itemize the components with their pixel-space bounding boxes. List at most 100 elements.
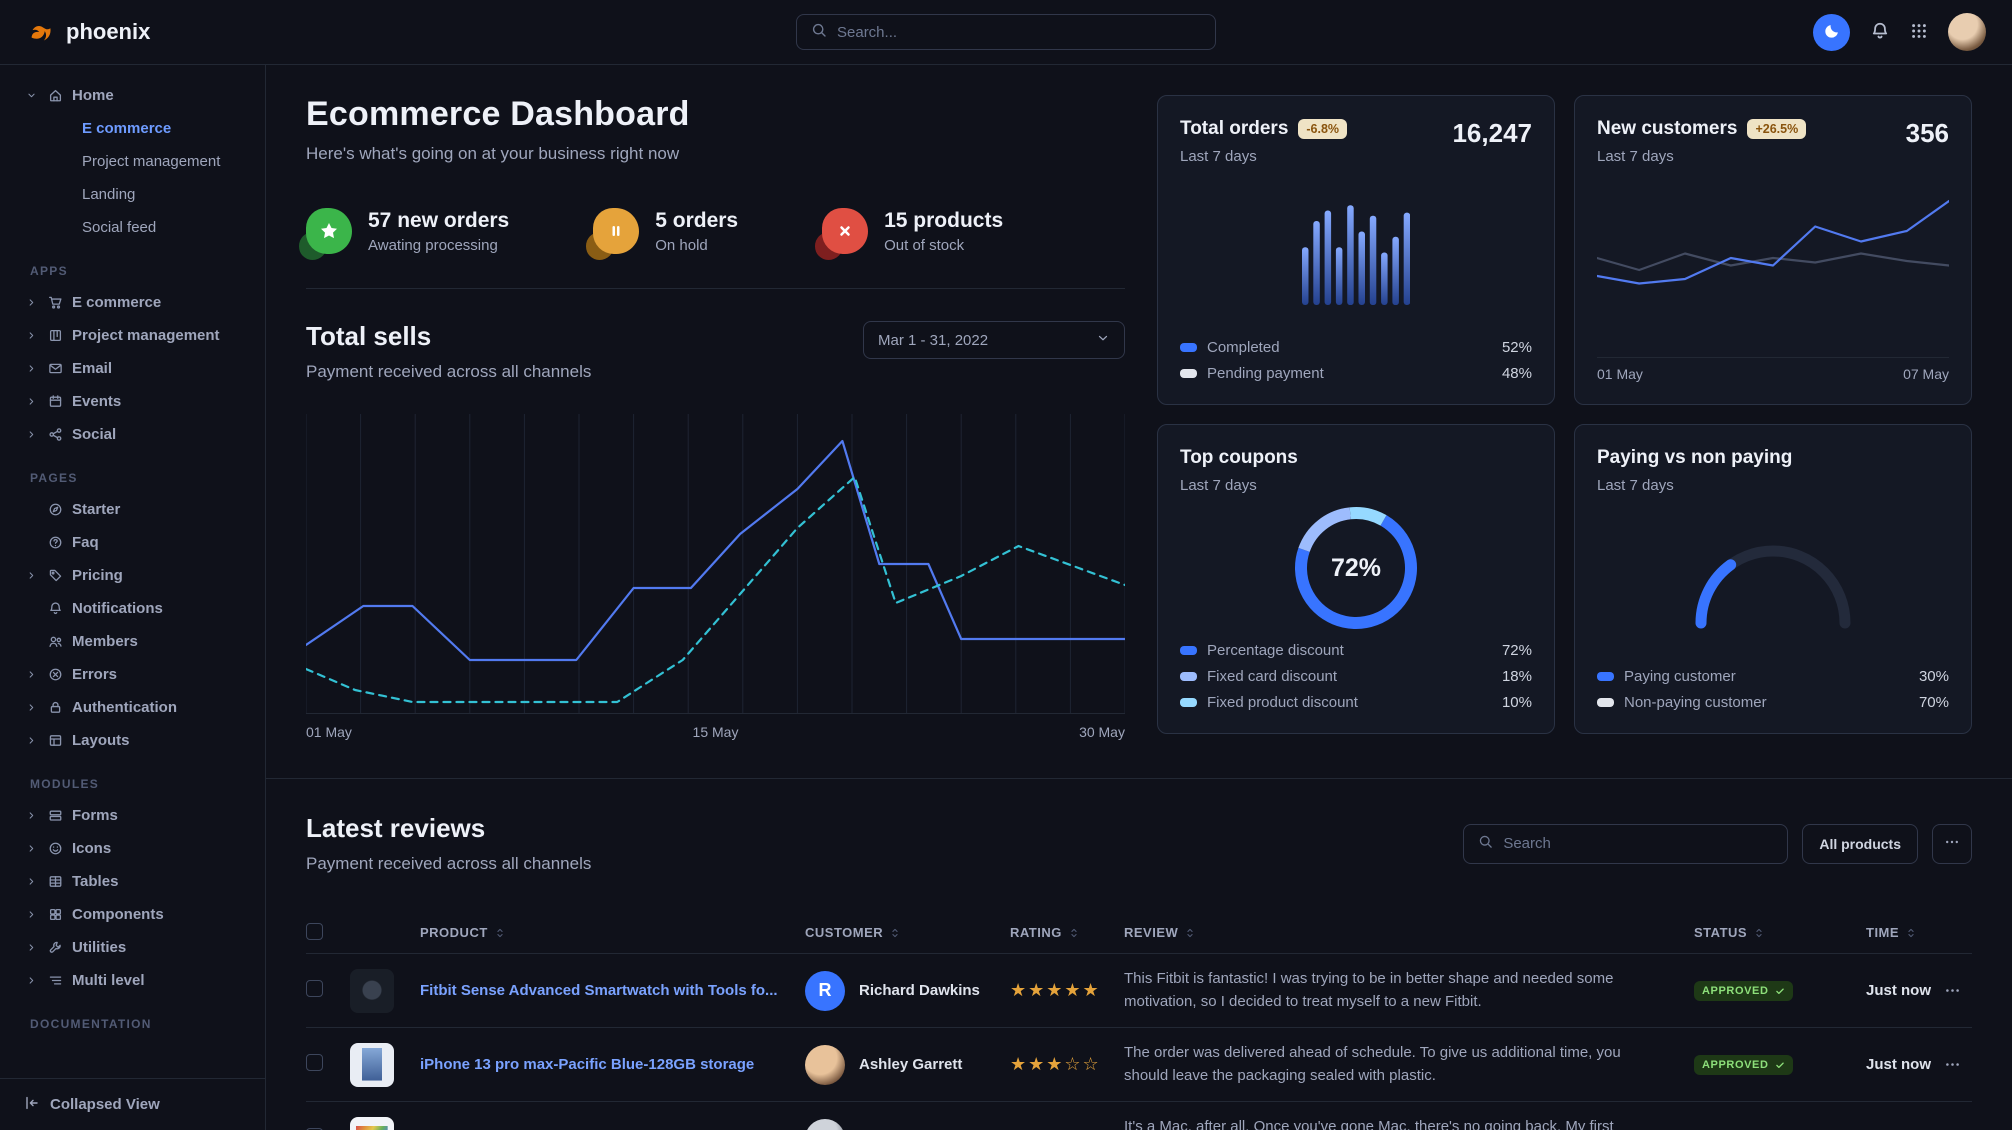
sidebar-item-pricing[interactable]: Pricing xyxy=(0,559,265,592)
legend-item-paying-customer: Paying customer 30% xyxy=(1597,668,1949,685)
status-badge: APPROVED xyxy=(1694,980,1793,1001)
row-checkbox[interactable] xyxy=(306,980,323,997)
column-header-time[interactable]: TIME xyxy=(1866,925,1944,940)
user-avatar[interactable] xyxy=(1948,13,1986,51)
sidebar-item-multi-level[interactable]: Multi level xyxy=(0,964,265,997)
stat-value: 15 products xyxy=(884,208,1004,232)
new-customers-card: New customers +26.5% Last 7 days 356 01 … xyxy=(1574,95,1972,405)
legend-swatch xyxy=(1180,646,1197,655)
sort-icon xyxy=(1184,927,1196,939)
legend-label: Non-paying customer xyxy=(1624,694,1767,711)
top-coupons-card: Top coupons Last 7 days 72% Percentage xyxy=(1157,424,1555,734)
share-icon xyxy=(48,427,63,442)
sidebar-item-label: Tables xyxy=(72,873,119,890)
new-customers-value: 356 xyxy=(1905,118,1949,148)
stat-caption: Out of stock xyxy=(884,236,965,254)
sidebar-item-landing[interactable]: Landing xyxy=(82,186,136,203)
caret-right-icon xyxy=(26,396,37,407)
navbar-search-input[interactable] xyxy=(837,23,1201,41)
sidebar-item-members[interactable]: Members xyxy=(0,625,265,658)
sidebar-section-pages: PAGES xyxy=(30,471,78,485)
star-icon xyxy=(299,208,352,260)
sidebar-item-forms[interactable]: Forms xyxy=(0,799,265,832)
caret-right-icon xyxy=(26,876,37,887)
sidebar-item-errors[interactable]: Errors xyxy=(0,658,265,691)
all-products-filter-button[interactable]: All products xyxy=(1802,823,1918,864)
paying-card: Paying vs non paying Last 7 days Paying … xyxy=(1574,424,1972,734)
reviews-search-input[interactable] xyxy=(1503,835,1774,852)
theme-toggle-button[interactable] xyxy=(1813,13,1850,51)
card-title: Paying vs non paying xyxy=(1597,447,1793,468)
column-label: REVIEW xyxy=(1124,925,1179,940)
sidebar-item-e-commerce[interactable]: E commerce xyxy=(0,286,265,319)
sidebar-item-icons[interactable]: Icons xyxy=(0,832,265,865)
sidebar-item-email[interactable]: Email xyxy=(0,352,265,385)
sidebar-item-starter[interactable]: Starter xyxy=(0,493,265,526)
date-range-select[interactable]: Mar 1 - 31, 2022 xyxy=(863,321,1125,359)
collapsed-view-label: Collapsed View xyxy=(50,1096,160,1113)
sidebar-item-events[interactable]: Events xyxy=(0,385,265,418)
brand-name[interactable]: phoenix xyxy=(66,19,151,44)
row-actions-button[interactable] xyxy=(1944,982,1961,999)
reviews-more-button[interactable] xyxy=(1932,823,1972,864)
legend-item-non-paying-customer: Non-paying customer 70% xyxy=(1597,694,1949,711)
kanban-icon xyxy=(48,328,63,343)
sidebar-item-layouts[interactable]: Layouts xyxy=(0,724,265,757)
legend-value: 10% xyxy=(1501,694,1532,711)
sidebar-item-notifications[interactable]: Notifications xyxy=(0,592,265,625)
select-all-checkbox[interactable] xyxy=(306,922,323,940)
error-icon xyxy=(48,667,63,682)
legend-value: 72% xyxy=(1501,642,1532,659)
legend-label: Fixed card discount xyxy=(1207,668,1338,685)
sidebar-item-home[interactable]: Home xyxy=(0,79,265,112)
navbar-search[interactable] xyxy=(796,14,1216,50)
sidebar-item-components[interactable]: Components xyxy=(0,898,265,931)
legend-label: Paying customer xyxy=(1624,668,1736,685)
email-icon xyxy=(48,361,63,376)
apps-grid-button[interactable] xyxy=(1910,22,1928,43)
reviews-subtitle: Payment received across all channels xyxy=(306,854,592,873)
chevron-down-icon xyxy=(1096,331,1110,349)
sidebar-item-utilities[interactable]: Utilities xyxy=(0,931,265,964)
navbar: phoenix xyxy=(0,0,2012,65)
sidebar-item-social[interactable]: Social xyxy=(0,418,265,451)
sidebar-item-social-feed[interactable]: Social feed xyxy=(82,219,157,236)
column-header-customer[interactable]: CUSTOMER xyxy=(805,925,1010,940)
caret-right-icon xyxy=(26,975,37,986)
legend-label: Pending payment xyxy=(1207,365,1324,382)
column-header-rating[interactable]: RATING xyxy=(1010,925,1124,940)
sidebar-section-documentation: DOCUMENTATION xyxy=(30,1017,152,1031)
bell-icon xyxy=(1870,21,1890,44)
legend-value: 70% xyxy=(1918,694,1949,711)
sidebar-item-faq[interactable]: Faq xyxy=(0,526,265,559)
review-time: Just now xyxy=(1866,982,1932,999)
caret-right-icon xyxy=(26,909,37,920)
column-header-product[interactable]: PRODUCT xyxy=(350,925,805,940)
navbar-actions xyxy=(1813,13,1986,51)
notifications-button[interactable] xyxy=(1870,21,1890,44)
sidebar-item-tables[interactable]: Tables xyxy=(0,865,265,898)
sidebar-item-e-commerce[interactable]: E commerce xyxy=(82,120,172,137)
sidebar-item-project-management[interactable]: Project management xyxy=(82,153,221,170)
compass-icon xyxy=(48,502,63,517)
column-header-status[interactable]: STATUS xyxy=(1694,925,1866,940)
product-link[interactable]: iPhone 13 pro max-Pacific Blue-128GB sto… xyxy=(420,1056,755,1073)
table-row: Fitbit Sense Advanced Smartwatch with To… xyxy=(306,954,1972,1028)
pause-icon xyxy=(586,208,640,260)
sort-icon xyxy=(1905,927,1917,939)
sidebar-item-authentication[interactable]: Authentication xyxy=(0,691,265,724)
row-checkbox[interactable] xyxy=(306,1054,323,1071)
collapsed-view-toggle[interactable]: Collapsed View xyxy=(0,1078,265,1130)
legend-item-percentage-discount: Percentage discount 72% xyxy=(1180,642,1532,659)
list-icon xyxy=(48,973,63,988)
caret-right-icon xyxy=(26,363,37,374)
total-orders-chart xyxy=(1180,165,1532,339)
sidebar-item-project-management[interactable]: Project management xyxy=(0,319,265,352)
row-actions-button[interactable] xyxy=(1944,1056,1961,1073)
legend-swatch xyxy=(1180,672,1197,681)
reviews-search[interactable] xyxy=(1463,823,1789,864)
legend-item-completed: Completed 52% xyxy=(1180,339,1532,356)
product-link[interactable]: Fitbit Sense Advanced Smartwatch with To… xyxy=(420,982,778,999)
column-header-review[interactable]: REVIEW xyxy=(1124,925,1694,940)
sidebar-item-label: Multi level xyxy=(72,972,145,989)
